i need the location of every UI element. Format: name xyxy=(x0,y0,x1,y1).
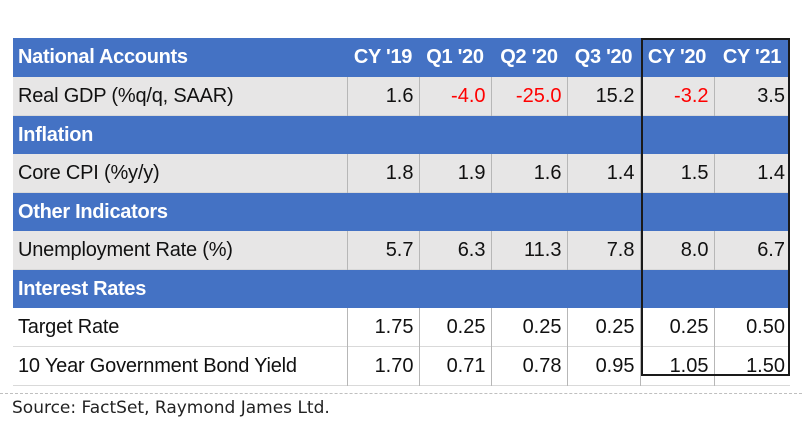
economic-forecast-table: National Accounts CY '19 Q1 '20 Q2 '20 Q… xyxy=(13,38,790,386)
table-row-real-gdp: Real GDP (%q/q, SAAR) 1.6 -4.0 -25.0 15.… xyxy=(13,76,790,116)
table-cell: 6.3 xyxy=(419,230,492,270)
table-cell: 1.4 xyxy=(714,153,790,193)
table-cell: 7.8 xyxy=(567,230,641,270)
table-cell: 8.0 xyxy=(640,230,715,270)
table-cell: 3.5 xyxy=(714,76,790,116)
table-cell: 15.2 xyxy=(567,76,641,116)
row-label: Real GDP (%q/q, SAAR) xyxy=(13,76,348,116)
table-cell: 0.95 xyxy=(567,346,641,386)
table-cell: 1.8 xyxy=(347,153,420,193)
table-cell: -4.0 xyxy=(419,76,492,116)
column-header: CY '20 xyxy=(640,38,714,77)
section-row-other-indicators: Other Indicators xyxy=(13,192,790,231)
table-cell: 11.3 xyxy=(491,230,568,270)
table-cell: 1.9 xyxy=(419,153,492,193)
table-cell: 1.6 xyxy=(491,153,568,193)
source-note: Source: FactSet, Raymond James Ltd. xyxy=(12,398,330,418)
table-cell: 0.50 xyxy=(714,308,790,347)
column-header: Q1 '20 xyxy=(419,38,491,77)
column-header: CY '21 xyxy=(714,38,790,77)
table-row-target-rate: Target Rate 1.75 0.25 0.25 0.25 0.25 0.5… xyxy=(13,308,790,347)
row-label: 10 Year Government Bond Yield xyxy=(13,346,348,386)
row-label: Core CPI (%y/y) xyxy=(13,153,348,193)
section-title-other-indicators: Other Indicators xyxy=(13,192,790,231)
column-header: CY '19 xyxy=(347,38,419,77)
section-title-interest-rates: Interest Rates xyxy=(13,269,790,309)
section-row-inflation: Inflation xyxy=(13,115,790,154)
table-header-row: National Accounts CY '19 Q1 '20 Q2 '20 Q… xyxy=(13,38,790,77)
table-cell: 1.5 xyxy=(640,153,715,193)
table-cell: 1.4 xyxy=(567,153,641,193)
table-cell: 0.25 xyxy=(640,308,715,347)
table-cell: 0.25 xyxy=(567,308,641,347)
column-header: Q3 '20 xyxy=(567,38,640,77)
row-label: Target Rate xyxy=(13,308,348,347)
table-cell: -25.0 xyxy=(491,76,568,116)
table-cell: 1.70 xyxy=(347,346,420,386)
section-title-inflation: Inflation xyxy=(13,115,790,154)
table-cell: 1.05 xyxy=(640,346,715,386)
table-cell: 0.25 xyxy=(419,308,492,347)
table-cell: 1.75 xyxy=(347,308,420,347)
table-row-bond-yield: 10 Year Government Bond Yield 1.70 0.71 … xyxy=(13,346,790,386)
table-row-unemployment: Unemployment Rate (%) 5.7 6.3 11.3 7.8 8… xyxy=(13,230,790,270)
table-cell: 0.71 xyxy=(419,346,492,386)
column-header: Q2 '20 xyxy=(491,38,567,77)
table-cell: 1.50 xyxy=(714,346,790,386)
table-cell: -3.2 xyxy=(640,76,715,116)
table-cell: 5.7 xyxy=(347,230,420,270)
table-cell: 1.6 xyxy=(347,76,420,116)
row-label: Unemployment Rate (%) xyxy=(13,230,348,270)
table-cell: 6.7 xyxy=(714,230,790,270)
table-row-core-cpi: Core CPI (%y/y) 1.8 1.9 1.6 1.4 1.5 1.4 xyxy=(13,153,790,193)
section-row-interest-rates: Interest Rates xyxy=(13,269,790,309)
divider xyxy=(0,393,802,394)
section-title-national-accounts: National Accounts xyxy=(13,38,347,77)
table-cell: 0.25 xyxy=(491,308,568,347)
table-cell: 0.78 xyxy=(491,346,568,386)
